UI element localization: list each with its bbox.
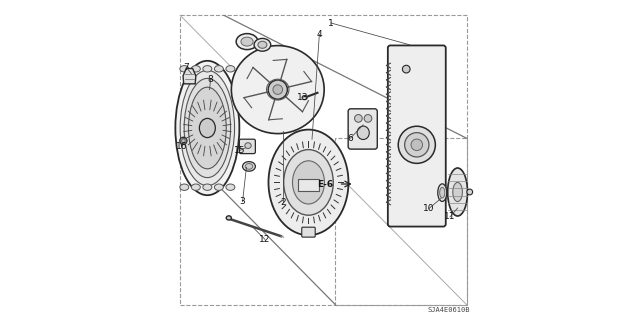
Bar xyxy=(180,15,467,305)
Text: E-6: E-6 xyxy=(317,180,333,188)
Ellipse shape xyxy=(227,216,232,220)
Ellipse shape xyxy=(191,66,200,72)
Circle shape xyxy=(398,126,435,164)
Text: 8: 8 xyxy=(208,75,213,84)
Circle shape xyxy=(364,115,372,122)
Ellipse shape xyxy=(258,41,267,48)
Ellipse shape xyxy=(180,184,189,190)
Ellipse shape xyxy=(175,61,239,195)
Ellipse shape xyxy=(191,184,200,190)
Circle shape xyxy=(403,65,410,73)
Ellipse shape xyxy=(184,78,230,178)
Ellipse shape xyxy=(232,46,324,134)
FancyBboxPatch shape xyxy=(298,179,319,191)
Text: 12: 12 xyxy=(259,235,271,244)
Circle shape xyxy=(355,115,362,122)
Ellipse shape xyxy=(448,168,468,216)
Ellipse shape xyxy=(226,184,235,190)
Ellipse shape xyxy=(189,87,227,169)
FancyBboxPatch shape xyxy=(302,227,315,237)
FancyBboxPatch shape xyxy=(239,139,255,154)
Text: 15: 15 xyxy=(234,146,246,155)
FancyBboxPatch shape xyxy=(388,45,445,227)
Circle shape xyxy=(411,139,422,151)
Circle shape xyxy=(268,80,287,99)
FancyBboxPatch shape xyxy=(348,109,378,149)
Bar xyxy=(335,138,467,305)
Ellipse shape xyxy=(180,66,189,72)
Ellipse shape xyxy=(203,184,212,190)
Ellipse shape xyxy=(203,66,212,72)
Ellipse shape xyxy=(438,184,447,202)
Ellipse shape xyxy=(180,137,187,144)
Ellipse shape xyxy=(284,150,333,215)
Ellipse shape xyxy=(241,37,253,46)
Text: 4: 4 xyxy=(317,30,322,39)
Ellipse shape xyxy=(254,38,271,51)
Ellipse shape xyxy=(467,189,473,195)
Ellipse shape xyxy=(453,182,463,202)
Circle shape xyxy=(404,133,429,157)
Ellipse shape xyxy=(214,184,223,190)
Ellipse shape xyxy=(243,162,255,171)
Ellipse shape xyxy=(182,139,186,143)
Ellipse shape xyxy=(226,66,235,72)
Ellipse shape xyxy=(440,188,445,198)
Polygon shape xyxy=(183,68,196,84)
Ellipse shape xyxy=(180,70,235,186)
Text: 11: 11 xyxy=(444,212,456,221)
Text: 6: 6 xyxy=(348,134,353,143)
Ellipse shape xyxy=(269,130,349,235)
Text: 3: 3 xyxy=(240,197,245,206)
Ellipse shape xyxy=(245,143,251,148)
Text: SJA4E0610B: SJA4E0610B xyxy=(428,307,470,313)
Ellipse shape xyxy=(357,126,369,140)
Ellipse shape xyxy=(245,164,253,169)
Ellipse shape xyxy=(200,118,215,138)
Text: 10: 10 xyxy=(423,204,435,213)
Text: 2: 2 xyxy=(280,198,286,207)
Text: 16: 16 xyxy=(176,142,188,151)
Ellipse shape xyxy=(236,34,258,50)
Ellipse shape xyxy=(302,95,307,100)
Text: 1: 1 xyxy=(328,19,334,28)
Text: 7: 7 xyxy=(184,63,189,72)
Text: 13: 13 xyxy=(297,93,308,102)
Circle shape xyxy=(273,85,283,94)
Ellipse shape xyxy=(292,161,324,204)
Ellipse shape xyxy=(214,66,223,72)
